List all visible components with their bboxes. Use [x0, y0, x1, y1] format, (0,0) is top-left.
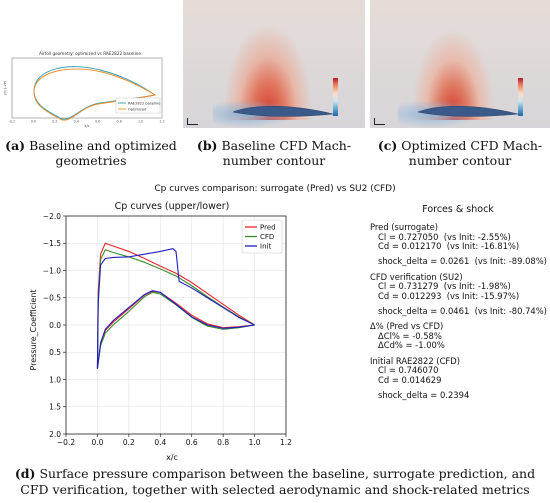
forces-line: ΔCl% = -0.58%	[370, 330, 442, 341]
cp-y-tick-label: −2.0	[43, 212, 61, 221]
panel-a-figure: Airfoil geometry: optimized vs RAE2822 b…	[0, 48, 178, 130]
airfoil-plot-frame	[11, 57, 163, 119]
forces-line: shock_delta = 0.2394	[370, 390, 470, 400]
airfoil-x-tick-label: -0.2	[9, 120, 15, 124]
airfoil-x-tick-label: 1.0	[138, 120, 143, 124]
caption-b-text: Baseline CFD Mach-number contour	[217, 138, 352, 168]
forces-line: Δ% (Pred vs CFD)	[370, 321, 444, 332]
forces-line: Cl = 0.727050 (vs Init: -2.55%)	[370, 231, 511, 242]
cp-y-tick-label: 1.5	[49, 403, 61, 412]
airfoil-x-tick-label: 0.6	[95, 120, 100, 124]
forces-line: Pred (surrogate)	[370, 222, 439, 232]
forces-line: Cd = 0.012170 (vs Init: -16.81%)	[370, 241, 520, 252]
cp-plot-frame	[65, 215, 287, 435]
caption-d: (d) Surface pressure comparison between …	[0, 466, 550, 498]
cp-y-axis-label: Pressure_Coefficient	[29, 289, 38, 370]
airfoil-x-ticks: -0.2 0.0 0.2 0.4 0.6 0.8 1.0 1.2	[9, 120, 165, 124]
panel-b-cfd-contour	[183, 0, 365, 128]
cp-x-tick-label: 0.4	[154, 438, 166, 447]
cp-x-tick-label: 1.2	[280, 438, 292, 447]
caption-a-letter: (a)	[5, 138, 26, 153]
airfoil-plot-title: Airfoil geometry: optimized vs RAE2822 b…	[39, 51, 141, 56]
cp-series-cfd-lower	[96, 291, 255, 369]
cp-x-axis-label: x/c	[166, 453, 178, 462]
cp-y-tick-label: −1.5	[43, 239, 61, 248]
caption-d-letter: (d)	[14, 466, 36, 481]
caption-c-letter: (c)	[377, 138, 398, 153]
mach-colorbar-b	[333, 78, 338, 116]
airfoil-x-tick-label: 0.0	[31, 120, 36, 124]
panel-c-cfd-contour	[370, 0, 550, 128]
cp-ticks: −2.0 −1.5 −1.0 −0.5 0.0 0.5 1.0 1.5 2.0−0.2 0.0 0.…	[43, 212, 292, 447]
cp-legend-label-cfd: CFD	[260, 233, 274, 241]
cp-y-tick-label: 0.0	[49, 321, 61, 330]
airfoil-x-tick-label: 0.2	[52, 120, 57, 124]
panel-d-suptitle: Cp curves comparison: surrogate (Pred) v…	[154, 184, 396, 194]
airfoil-geometry-plot: Airfoil geometry: optimized vs RAE2822 b…	[3, 51, 165, 128]
axis-triad-icon	[187, 118, 198, 125]
caption-a-text: Baseline and optimized geometries	[25, 138, 177, 168]
airfoil-legend-optimized: Optimized	[128, 108, 146, 112]
airfoil-plot-xlabel: x/c	[84, 124, 89, 128]
cp-y-tick-label: −1.0	[43, 266, 61, 275]
cp-chart-title: Cp curves (upper/lower)	[115, 201, 230, 212]
forces-line: Cl = 0.746070	[370, 365, 439, 376]
cp-y-tick-label: 1.0	[49, 375, 61, 384]
forces-line: Cd = 0.014629	[370, 374, 442, 385]
airfoil-plot-ylabel: y/c (-ve)	[3, 80, 7, 95]
forces-line: CFD verification (SU2)	[370, 271, 463, 282]
caption-b: (b) Baseline CFD Mach-number contour	[183, 138, 365, 168]
caption-d-text: Surface pressure comparison between the …	[20, 466, 536, 497]
cp-series-pred-upper	[96, 242, 255, 369]
cp-x-tick-label: 0.2	[123, 438, 135, 447]
airfoil-x-tick-label: 0.4	[74, 120, 79, 124]
cp-x-tick-label: 0.0	[91, 438, 103, 447]
airfoil-legend-baseline: RAE2822 baseline	[128, 102, 161, 106]
cp-y-tick-label: −0.5	[43, 294, 61, 303]
forces-line: Initial RAE2822 (CFD)	[370, 355, 460, 366]
caption-a: (a) Baseline and optimized geometries	[0, 138, 182, 168]
forces-line: shock_delta = 0.0261 (vs Init: -89.08%)	[370, 256, 547, 267]
cp-series-pred-lower	[96, 290, 255, 369]
forces-line: Cd = 0.012293 (vs Init: -15.97%)	[370, 290, 520, 301]
cp-legend-label-pred: Pred	[260, 224, 276, 232]
axis-triad-icon	[374, 118, 385, 125]
cp-y-tick-label: 2.0	[49, 430, 61, 439]
caption-c: (c) Optimized CFD Mach-number contour	[370, 138, 550, 168]
airfoil-x-tick-label: 0.8	[117, 120, 122, 124]
cp-chart: Cp curves (upper/lower) Pressure_Coeffic…	[29, 201, 292, 462]
cp-x-tick-label: 0.6	[186, 438, 198, 447]
forces-panel: Forces & shock Pred (surrogate) Cl = 0.7…	[366, 200, 550, 465]
forces-line: shock_delta = 0.0461 (vs Init: -80.74%)	[370, 306, 547, 316]
airfoil-legend: RAE2822 baseline Optimized	[115, 97, 161, 114]
cp-x-tick-label: 1.0	[249, 438, 261, 447]
cp-x-tick-label: −0.2	[57, 438, 75, 447]
forces-line: Cl = 0.731279 (vs Init: -1.98%)	[370, 281, 511, 292]
forces-title: Forces & shock	[422, 204, 494, 215]
forces-line: ΔCd% = -1.00%	[370, 340, 445, 351]
cp-series-init-upper	[96, 248, 255, 369]
caption-b-letter: (b)	[196, 138, 218, 153]
mach-colorbar-c	[518, 78, 523, 116]
cp-y-tick-label: 0.5	[49, 348, 61, 357]
airfoil-x-tick-label: 1.2	[159, 120, 164, 124]
airfoil-shape-c	[417, 105, 519, 117]
cp-legend-box	[241, 219, 283, 254]
cp-series	[96, 242, 255, 369]
caption-c-text: Optimized CFD Mach-number contour	[397, 138, 543, 168]
cp-legend-label-init: Init	[260, 243, 271, 251]
cp-x-tick-label: 0.8	[217, 438, 229, 447]
cp-series-init-lower	[96, 290, 255, 369]
